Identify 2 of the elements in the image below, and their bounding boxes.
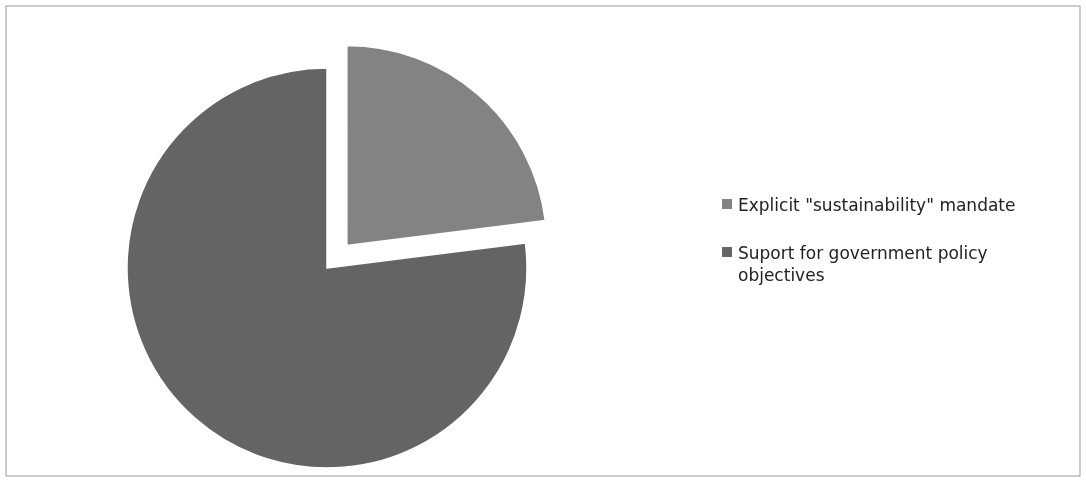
legend-label: Explicit "sustainability" mandate xyxy=(738,194,1016,215)
legend-label: Suport for government policy objectives xyxy=(738,242,988,286)
